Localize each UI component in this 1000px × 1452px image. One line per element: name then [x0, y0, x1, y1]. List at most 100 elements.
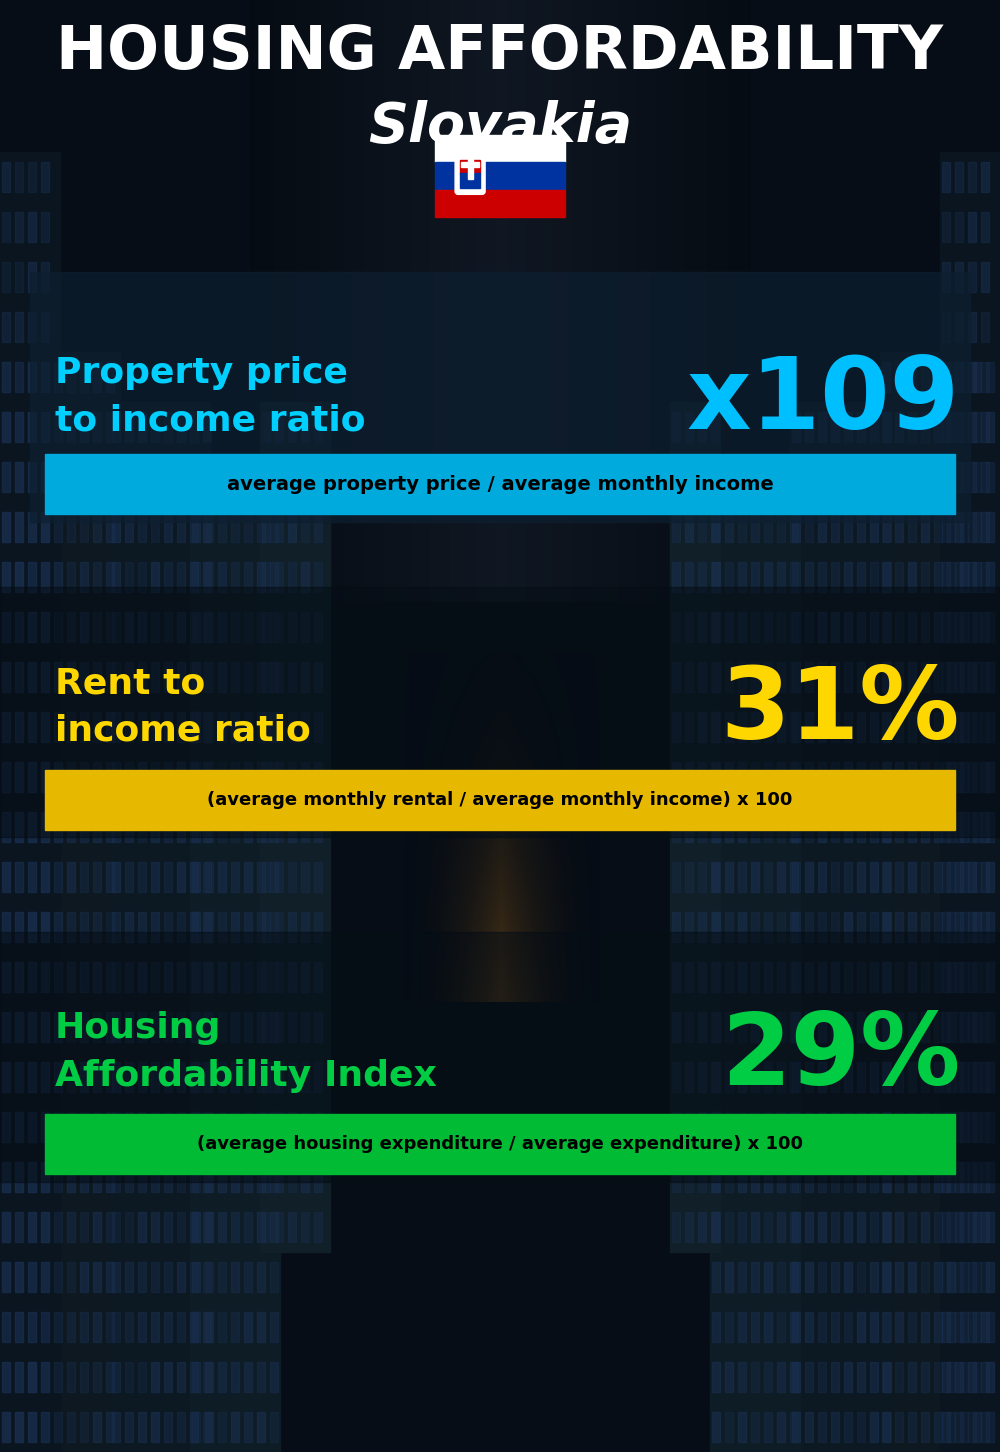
Bar	[883, 762, 891, 791]
Bar	[751, 1162, 759, 1192]
Bar	[2, 562, 10, 592]
Bar	[698, 862, 706, 892]
Bar	[203, 412, 211, 441]
Bar	[80, 513, 88, 542]
Bar	[805, 862, 813, 892]
Bar	[895, 1362, 903, 1392]
Bar	[15, 762, 23, 791]
Bar	[67, 462, 75, 492]
Bar	[15, 1313, 23, 1342]
Bar	[80, 562, 88, 592]
Bar	[986, 1212, 994, 1241]
Bar	[947, 462, 955, 492]
Bar	[672, 462, 680, 492]
Bar	[921, 1212, 929, 1241]
Bar	[138, 1362, 146, 1392]
Bar	[15, 862, 23, 892]
Bar	[125, 1313, 133, 1342]
Bar	[2, 1061, 10, 1092]
Bar	[698, 513, 706, 542]
Bar	[831, 1162, 839, 1192]
Bar	[934, 1112, 942, 1143]
Bar	[960, 912, 968, 942]
Bar	[262, 662, 270, 693]
Bar	[112, 1112, 120, 1143]
Bar	[288, 462, 296, 492]
Bar	[54, 1061, 62, 1092]
Bar	[262, 963, 270, 992]
Bar	[895, 513, 903, 542]
Bar	[54, 1313, 62, 1342]
Bar	[725, 1313, 733, 1342]
Bar	[844, 412, 852, 441]
Bar	[314, 1061, 322, 1092]
Bar	[125, 1212, 133, 1241]
Bar	[921, 1313, 929, 1342]
Bar	[262, 513, 270, 542]
Bar	[921, 711, 929, 742]
Bar	[2, 862, 10, 892]
Bar	[218, 1362, 226, 1392]
Bar	[870, 1262, 878, 1292]
Bar	[973, 1162, 981, 1192]
Bar	[41, 1061, 49, 1092]
Bar	[934, 462, 942, 492]
Bar	[41, 312, 49, 343]
Bar	[738, 1262, 746, 1292]
Bar	[712, 1061, 720, 1092]
Bar	[67, 513, 75, 542]
Bar	[41, 1212, 49, 1241]
Bar	[908, 1212, 916, 1241]
Bar	[112, 1162, 120, 1192]
Bar	[80, 1362, 88, 1392]
Bar	[205, 1212, 213, 1241]
Bar	[138, 762, 146, 791]
Bar	[777, 912, 785, 942]
Bar	[908, 513, 916, 542]
Bar	[805, 1012, 813, 1043]
Bar	[955, 212, 963, 242]
Bar	[960, 662, 968, 693]
Bar	[41, 1012, 49, 1043]
Bar	[106, 762, 114, 791]
Bar	[685, 513, 693, 542]
Bar	[15, 562, 23, 592]
Bar	[15, 212, 23, 242]
Bar	[698, 412, 706, 441]
Bar	[106, 1362, 114, 1392]
Bar	[805, 562, 813, 592]
Bar	[844, 711, 852, 742]
Bar	[41, 1362, 49, 1392]
Bar	[831, 862, 839, 892]
Bar	[177, 862, 185, 892]
Bar	[28, 562, 36, 592]
Bar	[725, 562, 733, 592]
Bar	[218, 762, 226, 791]
Bar	[15, 1162, 23, 1192]
Bar	[818, 963, 826, 992]
Bar	[41, 963, 49, 992]
Bar	[870, 912, 878, 942]
Bar	[955, 412, 963, 441]
Bar	[262, 562, 270, 592]
Bar	[2, 1212, 10, 1241]
Bar	[112, 462, 120, 492]
Bar	[934, 1362, 942, 1392]
Bar	[751, 912, 759, 942]
Bar	[672, 862, 680, 892]
Bar	[955, 1061, 963, 1092]
Bar	[672, 963, 680, 992]
Bar	[844, 862, 852, 892]
Bar	[973, 562, 981, 592]
Bar	[15, 1212, 23, 1241]
Bar	[792, 1162, 800, 1192]
Bar	[54, 462, 62, 492]
Bar	[2, 1262, 10, 1292]
Bar	[738, 812, 746, 842]
Bar	[685, 562, 693, 592]
Bar	[177, 1313, 185, 1342]
Bar	[54, 1212, 62, 1241]
Bar	[15, 912, 23, 942]
Bar	[257, 963, 265, 992]
Bar	[981, 1262, 989, 1292]
